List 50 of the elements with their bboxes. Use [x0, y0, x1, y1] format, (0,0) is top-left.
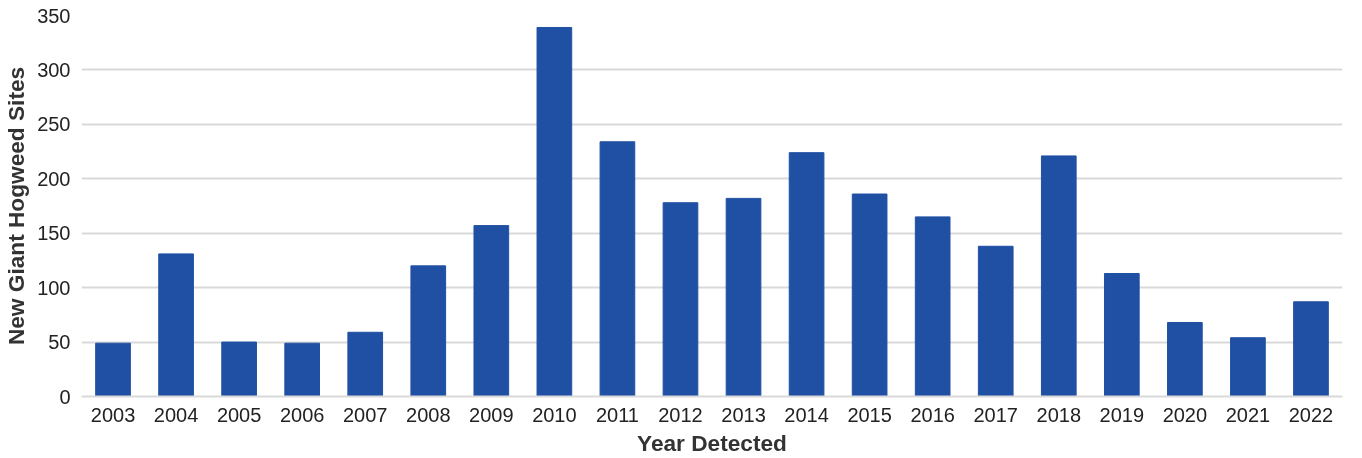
- y-tick-label: 150: [37, 222, 71, 245]
- bar: [914, 216, 951, 397]
- bar: [347, 331, 384, 397]
- bar: [788, 152, 825, 397]
- x-tick-label: 2011: [595, 403, 639, 426]
- bar: [158, 253, 194, 397]
- y-tick-label: 350: [37, 4, 71, 27]
- y-tick-label: 50: [48, 331, 71, 354]
- bar: [536, 26, 573, 397]
- bar: [284, 342, 321, 397]
- bar: [1230, 337, 1266, 397]
- x-tick-label: 2021: [1225, 403, 1271, 426]
- bar: [1040, 155, 1077, 397]
- x-tick-label: 2012: [658, 403, 703, 426]
- y-tick-label: 250: [37, 113, 71, 136]
- bar: [599, 141, 636, 397]
- bar: [95, 342, 131, 397]
- x-tick-label: 2009: [469, 403, 514, 426]
- bar: [473, 225, 510, 397]
- x-tick-label: 2008: [406, 403, 451, 426]
- bar: [725, 197, 762, 397]
- x-tick-label: 2020: [1162, 403, 1208, 426]
- y-tick-label: 0: [59, 385, 71, 408]
- x-tick-label: 2016: [910, 403, 955, 426]
- x-tick-label: 2022: [1288, 403, 1334, 426]
- bar: [1167, 321, 1203, 397]
- x-tick-label: 2014: [784, 403, 829, 426]
- x-tick-label: 2019: [1099, 403, 1145, 426]
- x-tick-label: 2010: [532, 403, 577, 426]
- y-axis-title: New Giant Hogweed Sites: [3, 66, 30, 346]
- bar: [1293, 301, 1329, 397]
- x-tick-label: 2003: [90, 403, 136, 426]
- y-tick-label: 100: [37, 276, 71, 299]
- x-tick-label: 2005: [216, 403, 262, 426]
- x-tick-label: 2017: [973, 403, 1018, 426]
- x-tick-label: 2007: [342, 403, 388, 426]
- bar: [662, 202, 699, 397]
- x-tick-label: 2015: [847, 403, 892, 426]
- bar: [410, 265, 447, 397]
- bar: [851, 193, 888, 397]
- x-tick-label: 2004: [153, 403, 199, 426]
- x-axis-title: Year Detected: [637, 429, 787, 456]
- x-tick-label: 2013: [721, 403, 766, 426]
- y-tick-label: 200: [37, 167, 71, 190]
- x-tick-label: 2006: [279, 403, 325, 426]
- bar: [1103, 272, 1140, 397]
- bar: [221, 341, 257, 397]
- y-tick-label: 300: [37, 58, 71, 81]
- x-tick-label: 2018: [1036, 403, 1082, 426]
- bar: [977, 245, 1014, 397]
